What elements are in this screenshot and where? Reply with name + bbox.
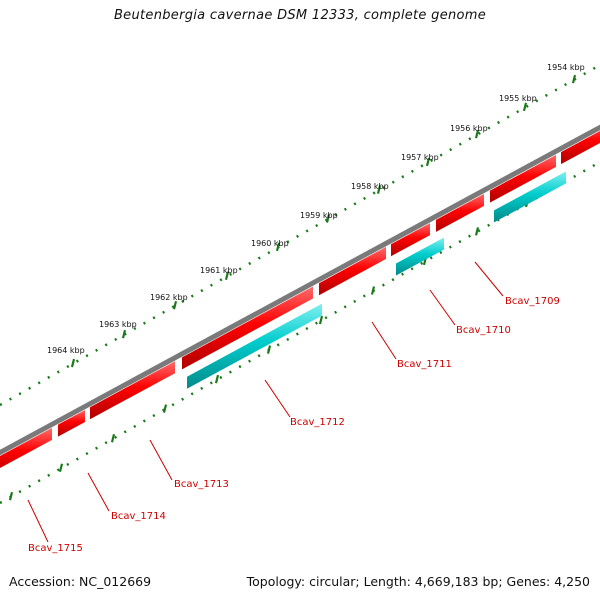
kbp-label: 1955 kbp: [499, 94, 537, 103]
label-leader-line: [429, 289, 456, 326]
kbp-label: 1964 kbp: [47, 346, 85, 355]
outer-tick: [121, 329, 127, 339]
kbp-labels: 1954 kbp 1955 kbp 1956 kbp 1957 kbp 1958 kbp…: [47, 63, 585, 355]
inner-tick: [110, 433, 116, 443]
gene-labels: Bcav_1709 Bcav_1710 Bcav_1711 Bcav_1712 Bcav…: [28, 296, 560, 554]
kbp-label: 1962 kbp: [150, 293, 188, 302]
kbp-label: 1959 kbp: [300, 211, 338, 220]
gene-label: Bcav_1710: [456, 325, 511, 336]
inner-tick: [370, 286, 376, 295]
outer-tick: [571, 74, 577, 84]
reverse-gene: [187, 303, 322, 389]
gene-label: Bcav_1715: [28, 543, 83, 554]
gene-label: Bcav_1713: [174, 479, 229, 490]
kbp-label: 1956 kbp: [450, 124, 488, 133]
accession-text: Accession: NC_012669: [9, 574, 152, 589]
map-title: Beutenbergia cavernae DSM 12333, complet…: [113, 8, 487, 23]
inner-tick: [162, 404, 168, 413]
outer-tick-track: [0, 63, 600, 407]
outer-tick: [224, 271, 230, 281]
outer-tick: [522, 102, 528, 112]
forward-gene: [391, 223, 430, 257]
gene-label: Bcav_1714: [111, 511, 166, 522]
topology-text: Topology: circular; Length: 4,669,183 bp…: [246, 574, 590, 589]
inner-tick-track: [0, 160, 600, 505]
inner-tick: [266, 345, 272, 354]
label-leader-line: [27, 499, 49, 543]
outer-tick: [172, 300, 178, 310]
gene-label: Bcav_1712: [290, 417, 345, 428]
kbp-label: 1963 kbp: [99, 320, 137, 329]
gene-label: Bcav_1711: [397, 359, 452, 370]
inner-tick: [318, 315, 324, 325]
forward-gene: [561, 130, 600, 165]
inner-tick: [8, 491, 14, 501]
forward-gene: [436, 193, 484, 232]
inner-tick: [58, 463, 64, 473]
label-leader-line: [474, 261, 504, 297]
genome-backbone: [0, 124, 600, 456]
kbp-label: 1958 kbp: [351, 182, 389, 191]
label-leader-line: [87, 472, 110, 512]
forward-gene: [90, 361, 175, 420]
forward-gene: [58, 409, 85, 437]
forward-gene: [0, 427, 52, 469]
kbp-label: 1957 kbp: [401, 153, 439, 162]
label-leader-line: [371, 321, 397, 360]
forward-gene: [319, 246, 386, 296]
label-leader-lines: [27, 261, 504, 543]
outer-tick: [376, 185, 382, 194]
kbp-label: 1961 kbp: [200, 266, 238, 275]
reverse-gene: [396, 237, 444, 276]
gene-track: [0, 130, 600, 469]
outer-tick: [425, 157, 431, 167]
outer-dotted-line: [0, 63, 600, 407]
label-leader-line: [149, 439, 173, 481]
outer-tick: [275, 242, 281, 252]
gene-label: Bcav_1709: [505, 296, 560, 307]
outer-tick: [474, 129, 480, 139]
kbp-label: 1954 kbp: [547, 63, 585, 72]
outer-tick: [325, 214, 331, 223]
outer-tick: [70, 358, 76, 368]
inner-tick: [214, 374, 220, 384]
inner-tick: [474, 227, 480, 236]
forward-gene: [182, 286, 313, 370]
backbone-line: [0, 124, 600, 456]
label-leader-line: [264, 379, 291, 418]
kbp-label: 1960 kbp: [251, 239, 289, 248]
forward-gene: [490, 154, 556, 203]
reverse-gene: [494, 171, 566, 223]
